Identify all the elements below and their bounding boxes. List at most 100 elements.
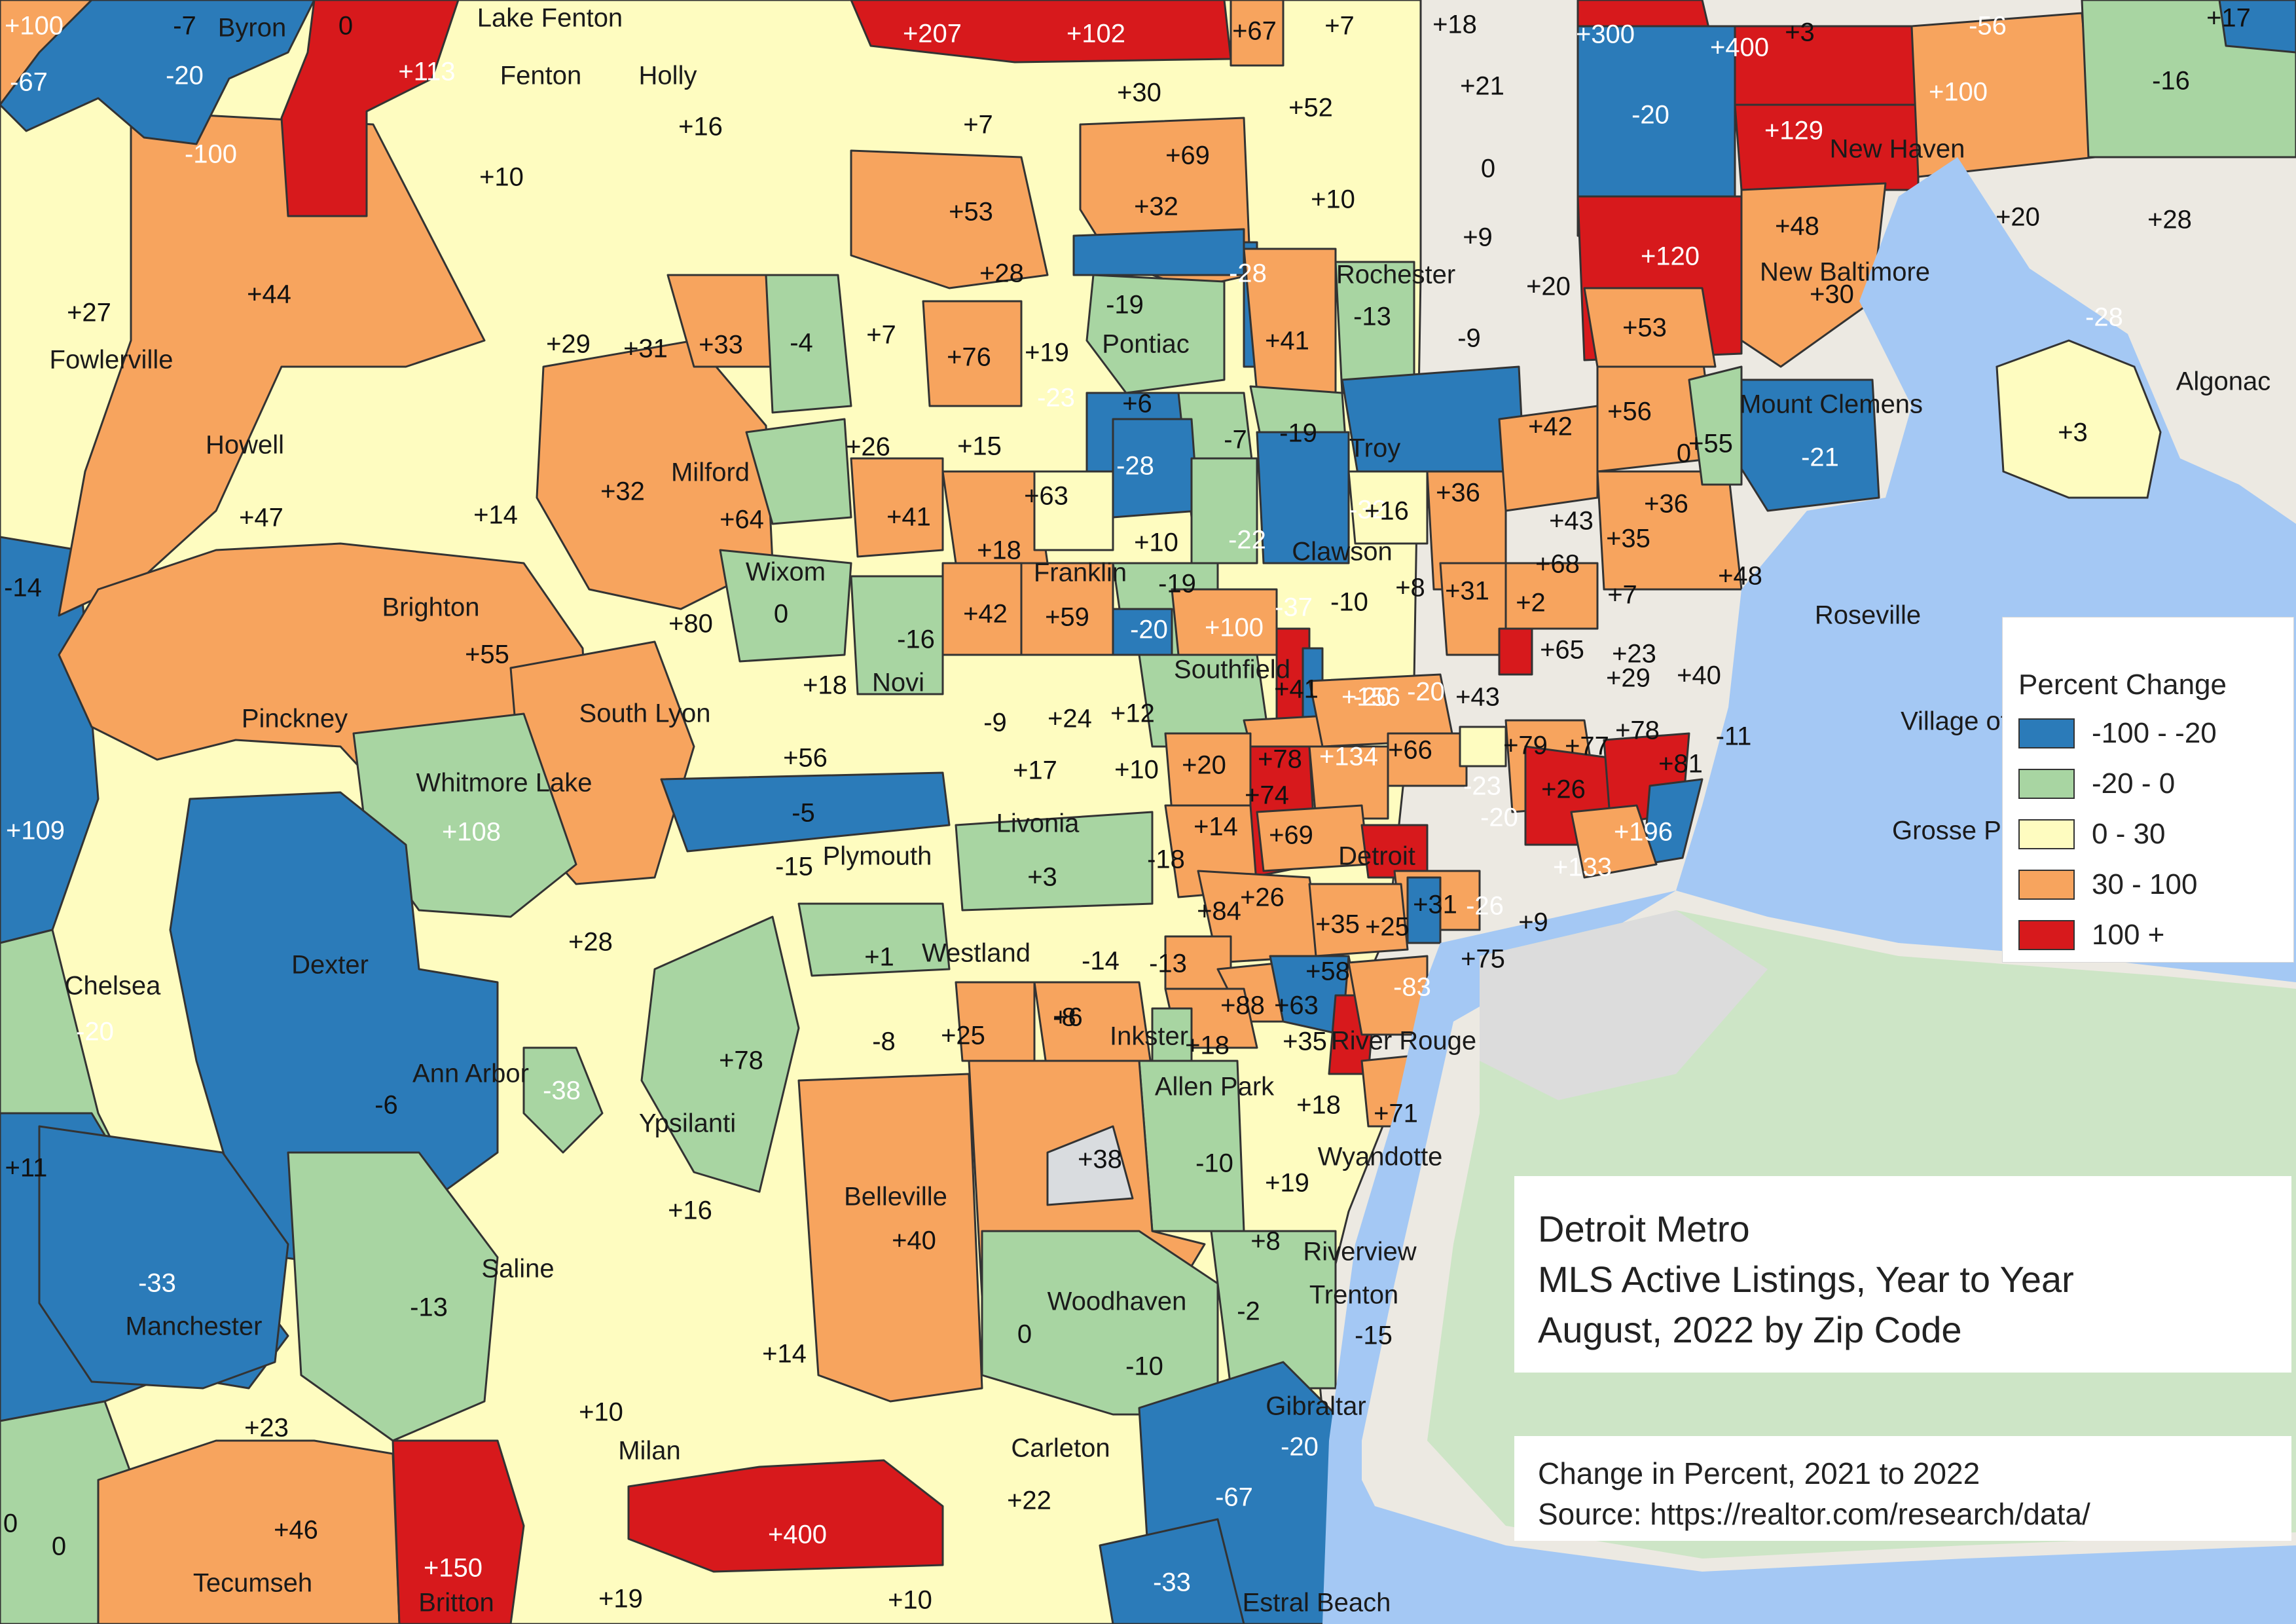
zip-value-label: -13 [410, 1293, 448, 1322]
zip-value-label: +32 [1134, 193, 1178, 221]
zip-value-label: -20 [1130, 616, 1168, 644]
legend-swatch [2018, 718, 2075, 748]
place-label: Inkster [1110, 1022, 1188, 1051]
zip-region [392, 1439, 525, 1624]
place-label: Dexter [291, 951, 369, 980]
zip-value-label: +120 [1641, 242, 1700, 271]
zip-value-label: +42 [963, 600, 1008, 629]
zip-value-label: -20 [1480, 803, 1518, 832]
zip-value-label: +7 [963, 111, 993, 139]
zip-value-label: -20 [1281, 1433, 1319, 1462]
zip-value-label: -33 [138, 1269, 176, 1298]
zip-value-label: -21 [1801, 443, 1839, 472]
zip-region [1308, 883, 1409, 957]
legend-item: 30 - 100 [2018, 859, 2274, 910]
zip-value-label: -20 [76, 1018, 114, 1046]
zip-value-label: +8 [1395, 574, 1425, 602]
zip-region [1570, 804, 1658, 879]
zip-value-label: -20 [1353, 683, 1391, 712]
zip-value-label: +41 [1265, 327, 1309, 356]
zip-value-label: +400 [768, 1521, 827, 1549]
zip-value-label: -22 [1228, 526, 1266, 555]
zip-value-label: -19 [1158, 570, 1196, 599]
zip-value-label: +23 [244, 1414, 289, 1443]
zip-value-label: +43 [1549, 507, 1594, 536]
zip-value-label: +29 [1606, 664, 1650, 693]
zip-value-label: +156 [1341, 683, 1400, 712]
zip-value-label: +18 [1185, 1031, 1230, 1060]
zip-value-label: +35 [1283, 1027, 1327, 1056]
zip-value-label: +300 [1576, 20, 1635, 49]
zip-value-label: +22 [1007, 1486, 1051, 1515]
place-label: Roseville [1815, 601, 1921, 630]
zip-value-label: -10 [1330, 588, 1368, 617]
zip-value-label: +40 [892, 1227, 936, 1255]
zip-value-label: +63 [1024, 482, 1068, 511]
zip-region [1210, 1230, 1337, 1390]
zip-value-label: +7 [866, 321, 896, 350]
zip-value-label: +56 [783, 744, 828, 773]
zip-value-label: +28 [979, 259, 1024, 288]
zip-region [0, 0, 316, 145]
place-label: Westland [922, 939, 1030, 968]
zip-value-label: +30 [1117, 79, 1161, 107]
zip-region [287, 1151, 499, 1442]
zip-value-label: +10 [579, 1398, 623, 1427]
zip-value-label: +64 [720, 506, 764, 534]
zip-value-label: +10 [1134, 528, 1178, 557]
zip-value-label: +3 [1785, 18, 1815, 47]
zip-value-label: +58 [1305, 957, 1350, 986]
zip-value-label: +400 [1710, 33, 1769, 62]
zip-value-label: +28 [568, 928, 613, 957]
place-label: Wixom [746, 558, 826, 587]
zip-value-label: 0 [774, 600, 788, 629]
zip-value-label: +12 [1110, 699, 1155, 728]
place-label: Chelsea [65, 972, 162, 1001]
zip-value-label: -10 [1195, 1149, 1233, 1178]
zip-value-label: +59 [1045, 603, 1089, 632]
zip-value-label: +42 [1528, 413, 1573, 441]
place-label: Trenton [1309, 1281, 1398, 1310]
zip-value-label: +2 [1516, 589, 1546, 618]
zip-region [1459, 726, 1507, 767]
zip-value-label: +108 [442, 818, 501, 847]
zip-value-label: +78 [719, 1046, 763, 1075]
zip-value-label: -9 [983, 709, 1007, 737]
place-label: Plymouth [823, 842, 932, 871]
zip-region [1387, 732, 1468, 787]
legend-swatch [2018, 869, 2075, 900]
zip-region [1308, 745, 1389, 820]
zip-value-label: +80 [668, 610, 713, 638]
zip-region [627, 1459, 944, 1573]
zip-value-label: +67 [1232, 17, 1277, 46]
zip-value-label: -28 [2085, 303, 2123, 332]
place-label: Wyandotte [1318, 1143, 1443, 1172]
place-label: New Haven [1830, 135, 1965, 164]
zip-value-label: +9 [1518, 908, 1548, 937]
zip-value-label: +18 [803, 671, 847, 700]
zip-value-label: -16 [2152, 67, 2190, 96]
zip-region [850, 575, 944, 695]
zip-value-label: -11 [1716, 722, 1752, 751]
legend-item: -100 - -20 [2018, 708, 2274, 758]
zip-value-label: 0 [338, 12, 353, 41]
zip-region [850, 0, 1232, 64]
zip-value-label: +84 [1197, 897, 1241, 926]
zip-region [1256, 431, 1350, 564]
zip-value-label: -14 [4, 574, 42, 602]
zip-value-label: -20 [1631, 101, 1669, 130]
zip-value-label: +88 [1220, 991, 1265, 1020]
zip-value-label: +76 [947, 343, 991, 372]
place-label: Livonia [996, 809, 1080, 838]
zip-region [1498, 405, 1599, 512]
source-box: Change in Percent, 2021 to 2022 Source: … [1514, 1436, 2291, 1541]
zip-value-label: +14 [1194, 813, 1238, 841]
place-label: Riverview [1303, 1238, 1416, 1266]
zip-value-label: 0 [1017, 1320, 1032, 1349]
zip-value-label: +100 [5, 12, 64, 41]
zip-value-label: -15 [775, 853, 813, 881]
zip-value-label: -7 [1224, 426, 1247, 454]
zip-value-label: -15 [1355, 1321, 1393, 1350]
zip-value-label: +35 [1606, 525, 1650, 553]
